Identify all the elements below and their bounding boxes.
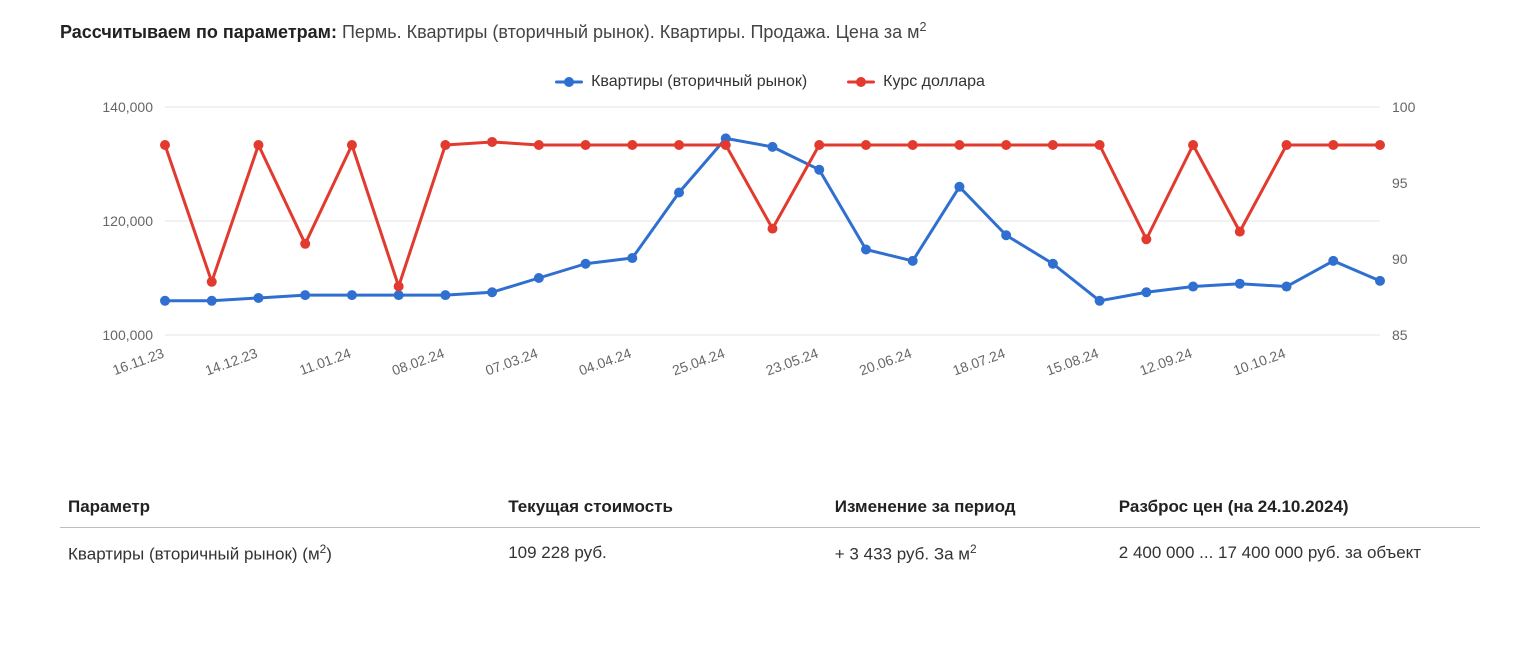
th-param: Параметр (60, 487, 500, 528)
series-point-usd[interactable] (627, 140, 637, 150)
x-tick-label: 04.04.24 (577, 345, 634, 379)
series-point-apartments[interactable] (347, 290, 357, 300)
series-point-usd[interactable] (721, 140, 731, 150)
series-point-usd[interactable] (908, 140, 918, 150)
th-spread: Разброс цен (на 24.10.2024) (1111, 487, 1480, 528)
series-point-usd[interactable] (1188, 140, 1198, 150)
series-point-apartments[interactable] (1001, 230, 1011, 240)
series-point-usd[interactable] (440, 140, 450, 150)
x-tick-label: 25.04.24 (670, 345, 727, 379)
series-point-apartments[interactable] (1282, 282, 1292, 292)
y-left-tick-label: 120,000 (102, 213, 153, 229)
series-point-apartments[interactable] (1375, 276, 1385, 286)
series-point-apartments[interactable] (487, 287, 497, 297)
td-param: Квартиры (вторичный рынок) (м2) (60, 528, 500, 575)
line-chart: 100,000 120,000 140,000 85 90 95 100 16.11.23 14… (60, 97, 1480, 397)
series-point-usd[interactable] (1141, 234, 1151, 244)
heading: Рассчитываем по параметрам: Пермь. Кварт… (60, 20, 1480, 43)
series-point-apartments[interactable] (253, 293, 263, 303)
series-point-usd[interactable] (347, 140, 357, 150)
series-point-usd[interactable] (768, 224, 778, 234)
series-point-apartments[interactable] (534, 273, 544, 283)
series-point-usd[interactable] (954, 140, 964, 150)
y-left-tick-label: 100,000 (102, 327, 153, 343)
series-point-usd[interactable] (581, 140, 591, 150)
series-point-usd[interactable] (487, 137, 497, 147)
x-tick-label: 16.11.23 (110, 345, 166, 378)
y-left-tick-label: 140,000 (102, 99, 153, 115)
td-change: + 3 433 руб. За м2 (827, 528, 1111, 575)
series-point-usd[interactable] (394, 281, 404, 291)
legend-label: Курс доллара (883, 73, 985, 91)
series-point-usd[interactable] (207, 277, 217, 287)
series-point-usd[interactable] (1048, 140, 1058, 150)
x-tick-label: 07.03.24 (483, 345, 540, 379)
series-point-usd[interactable] (861, 140, 871, 150)
series-line-apartments (165, 138, 1380, 300)
series-point-apartments[interactable] (814, 165, 824, 175)
series-point-apartments[interactable] (861, 245, 871, 255)
x-tick-label: 12.09.24 (1137, 345, 1194, 379)
series-point-usd[interactable] (160, 140, 170, 150)
series-point-usd[interactable] (1095, 140, 1105, 150)
legend-swatch-icon (847, 75, 875, 89)
series-point-usd[interactable] (534, 140, 544, 150)
y-right-tick-label: 90 (1392, 251, 1408, 267)
series-point-usd[interactable] (1328, 140, 1338, 150)
series-point-usd[interactable] (1235, 227, 1245, 237)
series-point-apartments[interactable] (1095, 296, 1105, 306)
table-header-row: Параметр Текущая стоимость Изменение за … (60, 487, 1480, 528)
series-point-apartments[interactable] (1141, 287, 1151, 297)
x-tick-label: 18.07.24 (950, 345, 1007, 379)
legend-item-usd[interactable]: Курс доллара (847, 73, 985, 91)
x-tick-label: 11.01.24 (297, 345, 353, 378)
td-current: 109 228 руб. (500, 528, 827, 575)
series-point-usd[interactable] (1375, 140, 1385, 150)
series-point-apartments[interactable] (1235, 279, 1245, 289)
series-point-apartments[interactable] (160, 296, 170, 306)
y-right-tick-label: 100 (1392, 99, 1416, 115)
series-point-apartments[interactable] (440, 290, 450, 300)
series-point-apartments[interactable] (207, 296, 217, 306)
y-right-tick-label: 95 (1392, 175, 1408, 191)
series-point-apartments[interactable] (300, 290, 310, 300)
th-change: Изменение за период (827, 487, 1111, 528)
x-tick-label: 14.12.23 (203, 345, 260, 379)
x-tick-label: 23.05.24 (764, 345, 821, 379)
td-spread: 2 400 000 ... 17 400 000 руб. за объект (1111, 528, 1480, 575)
series-point-apartments[interactable] (1328, 256, 1338, 266)
series-line-usd (165, 142, 1380, 286)
chart-area: Квартиры (вторичный рынок) Курс доллара … (60, 73, 1480, 397)
series-point-usd[interactable] (674, 140, 684, 150)
legend-swatch-icon (555, 75, 583, 89)
series-point-usd[interactable] (253, 140, 263, 150)
series-point-apartments[interactable] (674, 188, 684, 198)
y-right-tick-label: 85 (1392, 327, 1408, 343)
chart-legend: Квартиры (вторичный рынок) Курс доллара (60, 73, 1480, 91)
series-point-apartments[interactable] (1048, 259, 1058, 269)
series-point-usd[interactable] (1001, 140, 1011, 150)
heading-params: Пермь. Квартиры (вторичный рынок). Кварт… (342, 22, 927, 42)
th-current: Текущая стоимость (500, 487, 827, 528)
legend-label: Квартиры (вторичный рынок) (591, 73, 807, 91)
series-point-usd[interactable] (814, 140, 824, 150)
summary-table: Параметр Текущая стоимость Изменение за … (60, 487, 1480, 575)
x-tick-label: 10.10.24 (1231, 345, 1288, 379)
x-tick-label: 08.02.24 (390, 345, 447, 379)
series-point-apartments[interactable] (394, 290, 404, 300)
series-point-apartments[interactable] (627, 253, 637, 263)
table-row: Квартиры (вторичный рынок) (м2) 109 228 … (60, 528, 1480, 575)
x-tick-label: 15.08.24 (1044, 345, 1101, 379)
legend-item-apartments[interactable]: Квартиры (вторичный рынок) (555, 73, 807, 91)
series-point-usd[interactable] (300, 239, 310, 249)
series-point-apartments[interactable] (1188, 282, 1198, 292)
series-point-apartments[interactable] (581, 259, 591, 269)
heading-label: Рассчитываем по параметрам: (60, 22, 337, 42)
x-tick-label: 20.06.24 (857, 345, 914, 379)
series-point-apartments[interactable] (954, 182, 964, 192)
series-point-usd[interactable] (1282, 140, 1292, 150)
series-point-apartments[interactable] (768, 142, 778, 152)
series-point-apartments[interactable] (908, 256, 918, 266)
